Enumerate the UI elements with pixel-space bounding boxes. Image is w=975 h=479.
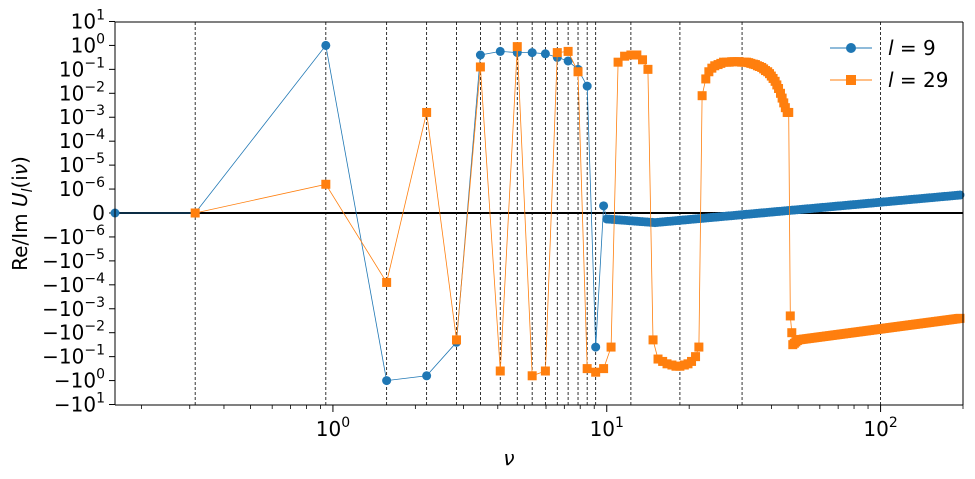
series-0-point-4 — [422, 371, 432, 381]
series-1-point-4 — [452, 335, 462, 345]
series-1-point-32 — [687, 356, 697, 366]
series-1-point-16 — [606, 342, 616, 352]
series-1-point-5 — [475, 62, 485, 72]
series-line-1 — [195, 46, 961, 377]
series-0-point-2 — [321, 40, 331, 50]
series-1-point-69 — [777, 93, 787, 103]
series-1-point-8 — [527, 371, 537, 381]
series-1-point-19 — [626, 50, 636, 60]
series-1-point-22 — [643, 64, 653, 74]
series-1-point-70 — [779, 98, 789, 108]
series-1-point-3 — [422, 107, 432, 117]
y-tick-label-6: 10−5 — [59, 151, 105, 177]
series-0-point-16 — [599, 201, 609, 211]
series-1-point-11 — [563, 46, 573, 56]
y-tick-label-8: 0 — [92, 201, 105, 225]
series-0-point-6 — [475, 50, 485, 60]
series-1-point-75 — [787, 328, 797, 338]
series-1-point-14 — [591, 367, 601, 377]
y-tick-label-12: −10−3 — [42, 295, 105, 321]
y-tick-label-9: −10−6 — [42, 223, 105, 249]
y-tick-label-15: −100 — [54, 367, 105, 393]
y-tick-label-16: −101 — [54, 391, 105, 417]
series-0-point-10 — [540, 49, 550, 59]
y-tick-label-10: −10−5 — [42, 247, 105, 273]
y-tick-label-5: 10−4 — [59, 127, 105, 153]
series-1-point-68 — [775, 88, 785, 98]
y-tick-label-7: 10−6 — [59, 175, 105, 201]
y-tick-label-4: 10−3 — [59, 103, 105, 129]
series-1-point-10 — [552, 48, 562, 58]
series-1-point-71 — [780, 103, 790, 113]
series-0-point-156 — [955, 190, 965, 200]
series-1-point-20 — [632, 50, 642, 60]
series-1-point-36 — [701, 74, 711, 84]
series-1-point-33 — [691, 352, 701, 362]
y-axis-label: Re/Im Ul(iν) — [8, 156, 36, 271]
y-tick-label-13: −10−2 — [42, 319, 105, 345]
series-1-point-15 — [599, 364, 609, 374]
legend-label-1: l = 29 — [888, 68, 948, 92]
y-tick-label-2: 10−1 — [59, 55, 105, 81]
series-1-point-74 — [785, 311, 795, 321]
series-1-point-6 — [495, 366, 505, 376]
series-1-point-18 — [620, 51, 630, 61]
series-0-point-7 — [495, 46, 505, 56]
legend-marker-1 — [846, 75, 856, 85]
series-0-point-12 — [563, 56, 573, 66]
series-1-point-12 — [573, 67, 583, 77]
series-1-point-34 — [694, 342, 704, 352]
x-tick-label-1: 101 — [590, 415, 624, 441]
legend-marker-0 — [846, 43, 856, 53]
series-0-point-15 — [591, 342, 601, 352]
series-1-point-2 — [382, 277, 392, 287]
series-0-point-9 — [527, 48, 537, 58]
series-0-point-3 — [382, 376, 392, 386]
series-1-point-1 — [321, 179, 331, 189]
series-1-point-23 — [648, 335, 658, 345]
series-1-point-21 — [638, 55, 648, 65]
x-tick-label-0: 100 — [316, 415, 350, 441]
series-1-point-9 — [540, 366, 550, 376]
y-tick-label-0: 101 — [71, 7, 105, 33]
series-1-point-185 — [955, 313, 965, 323]
series-1-point-35 — [697, 91, 707, 101]
series-1-point-67 — [774, 84, 784, 94]
y-tick-label-3: 10−2 — [59, 79, 105, 105]
series-1-point-17 — [613, 57, 623, 67]
legend-label-0: l = 9 — [888, 36, 936, 60]
series-1-point-7 — [512, 42, 522, 52]
series-1-point-73 — [784, 107, 794, 117]
series-1-point-24 — [653, 354, 663, 364]
series-1-point-13 — [582, 364, 592, 374]
series-1-point-26 — [662, 359, 672, 369]
y-tick-label-1: 100 — [71, 31, 105, 57]
series-0-point-14 — [582, 81, 592, 91]
x-tick-label-2: 102 — [863, 415, 897, 441]
series-1-point-0 — [190, 208, 200, 218]
y-tick-label-14: −10−1 — [42, 343, 105, 369]
y-tick-label-11: −10−4 — [42, 271, 105, 297]
x-axis-label: ν — [503, 446, 514, 470]
